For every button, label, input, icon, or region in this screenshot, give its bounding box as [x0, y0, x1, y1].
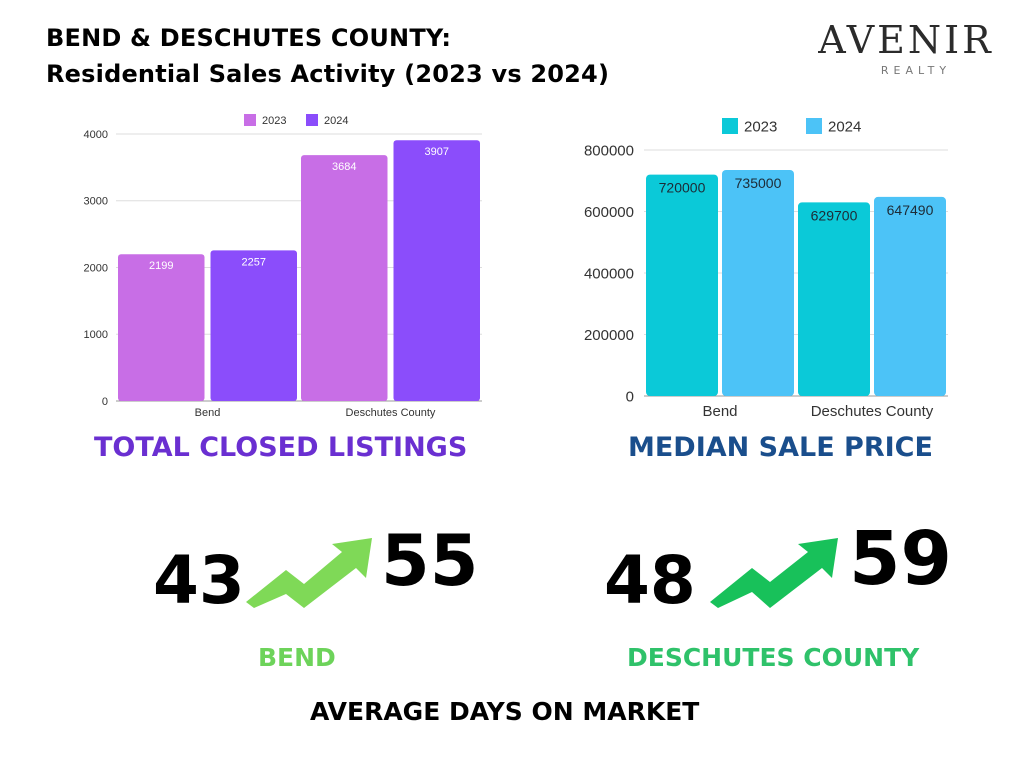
y-tick-label: 200000	[584, 327, 634, 344]
bend-label: BEND	[258, 643, 336, 672]
y-tick-label: 0	[626, 388, 634, 405]
y-tick-label: 800000	[584, 142, 634, 159]
trend-up-arrow-icon	[246, 538, 372, 608]
bar	[722, 169, 794, 396]
y-tick-label: 3000	[84, 196, 108, 208]
bar	[301, 155, 388, 401]
legend-swatch	[722, 118, 738, 134]
y-tick-label: 2000	[84, 262, 108, 274]
y-tick-label: 600000	[584, 204, 634, 221]
bar-value-label: 2257	[242, 256, 266, 268]
x-category-label: Bend	[195, 407, 221, 419]
closed-listings-chart: 2023 2024 0 1000 2000 3000 4000 2199 2257 Bend 368…	[60, 108, 500, 432]
closed-listings-svg: 2023 2024 0 1000 2000 3000 4000 2199 2257 Bend 368…	[84, 114, 482, 419]
bend-days-2023: 43	[153, 542, 245, 619]
legend-swatch	[806, 118, 822, 134]
avenir-logo: AVENIR REALTY	[816, 18, 996, 82]
trend-up-arrow-icon	[710, 538, 838, 608]
median-price-label: MEDIAN SALE PRICE	[628, 432, 933, 463]
logo-sub: REALTY	[880, 64, 952, 77]
closed-listings-label: TOTAL CLOSED LISTINGS	[94, 432, 468, 463]
bar-value-label: 647490	[887, 202, 934, 218]
legend-swatch	[306, 114, 318, 126]
y-tick-label: 400000	[584, 265, 634, 282]
logo-name: AVENIR	[818, 18, 994, 62]
bar	[118, 254, 205, 401]
legend-label: 2024	[324, 115, 348, 127]
legend-label: 2023	[262, 115, 286, 127]
y-tick-label: 1000	[84, 329, 108, 341]
bar	[874, 196, 946, 396]
title-line-2: Residential Sales Activity (2023 vs 2024…	[46, 60, 610, 88]
median-price-chart: 2023 2024 0 200000 400000 600000 800000 720000 7…	[556, 112, 976, 432]
page-title: BEND & DESCHUTES COUNTY: Residential Sal…	[46, 20, 609, 92]
bar-value-label: 735000	[735, 175, 782, 191]
x-category-label: Bend	[702, 403, 737, 420]
deschutes-county-label: DESCHUTES COUNTY	[627, 643, 920, 672]
county-days-2023: 48	[604, 542, 696, 619]
y-tick-label: 0	[102, 396, 108, 408]
bend-days-2024: 55	[381, 520, 479, 602]
bar-value-label: 3907	[425, 146, 449, 158]
median-price-svg: 2023 2024 0 200000 400000 600000 800000 720000 7…	[584, 118, 948, 420]
bar-value-label: 720000	[659, 180, 706, 196]
legend-label: 2023	[744, 118, 777, 135]
legend-label: 2024	[828, 118, 861, 135]
bar	[393, 140, 480, 401]
bar	[646, 174, 718, 396]
title-line-1: BEND & DESCHUTES COUNTY:	[46, 24, 452, 52]
bar	[798, 202, 870, 396]
y-tick-label: 4000	[84, 129, 108, 141]
x-category-label: Deschutes County	[811, 403, 934, 420]
bar-value-label: 629700	[811, 207, 858, 223]
bar	[210, 250, 297, 401]
bar-value-label: 3684	[332, 161, 356, 173]
county-days-2024: 59	[849, 516, 952, 602]
x-category-label: Deschutes County	[346, 407, 436, 419]
days-on-market-title: AVERAGE DAYS ON MARKET	[310, 697, 700, 726]
legend-swatch	[244, 114, 256, 126]
bar-value-label: 2199	[149, 260, 173, 272]
